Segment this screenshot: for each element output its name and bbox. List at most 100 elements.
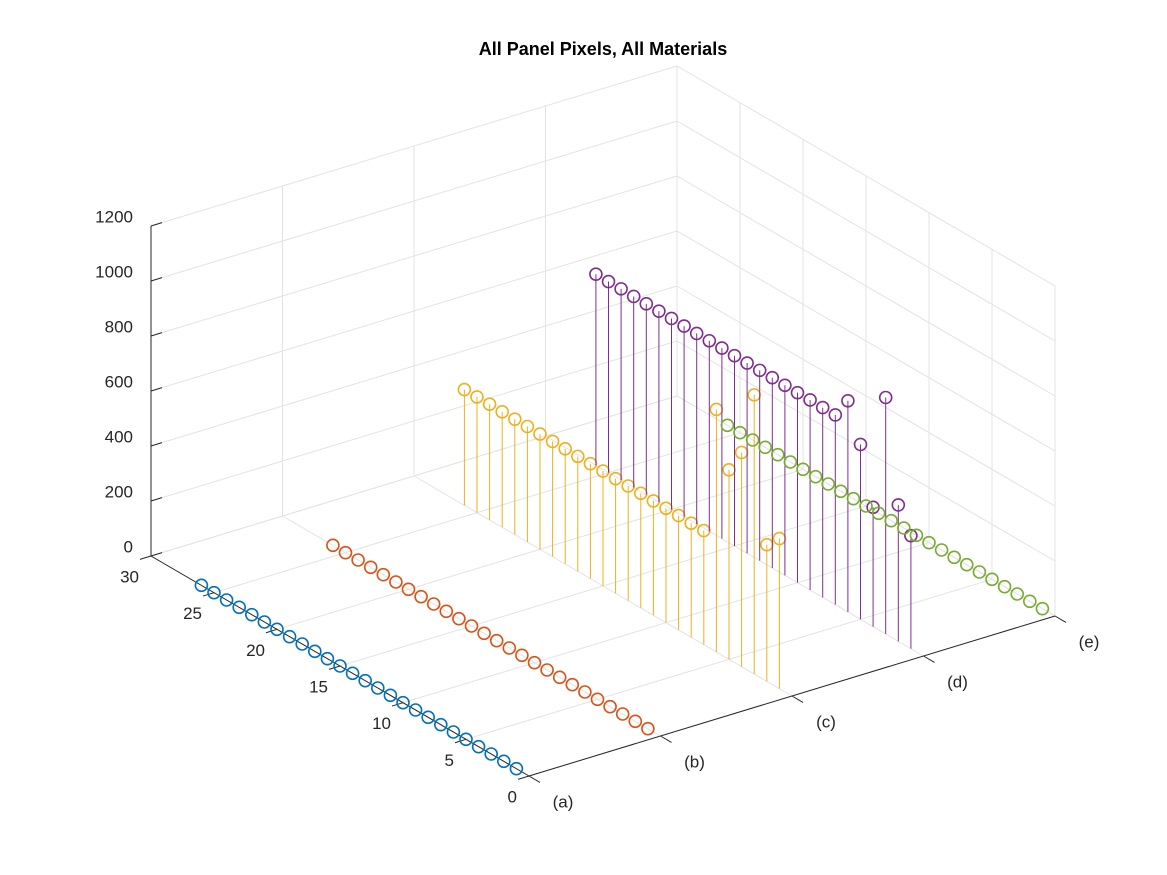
y-tick-label: 30 (120, 567, 139, 586)
stem-marker (664, 311, 679, 326)
z-tick-label: 1000 (95, 262, 133, 281)
stem-marker (565, 677, 580, 692)
stem-marker (527, 655, 542, 670)
stem-marker (333, 659, 347, 673)
stem-marker (603, 699, 617, 714)
stem-marker (320, 651, 335, 666)
stem-marker (702, 333, 717, 348)
stem-marker (570, 449, 585, 464)
stem-marker (846, 491, 861, 506)
z-tick-label: 200 (105, 482, 133, 501)
stem-marker (351, 553, 365, 567)
stem-marker (985, 572, 999, 587)
stem-marker (232, 600, 246, 615)
stem-marker (414, 589, 428, 604)
stem-marker (358, 673, 373, 688)
stem-marker (489, 633, 504, 648)
stem-marker (282, 629, 297, 644)
x-tick (1054, 615, 1067, 623)
stem-marker (614, 282, 628, 296)
grid-line (150, 65, 678, 227)
grid-line (150, 120, 678, 282)
stem-marker (815, 400, 830, 415)
stem-marker (552, 670, 567, 685)
x-tick-label: (e) (1079, 632, 1100, 651)
stem-marker (808, 469, 823, 484)
stem-marker (884, 513, 899, 528)
stem-marker (828, 408, 843, 422)
stem-marker (752, 363, 767, 378)
stem-marker (464, 619, 479, 633)
stem-marker (484, 747, 499, 761)
stem-marker (495, 405, 510, 419)
stem-marker (459, 732, 473, 747)
y-tick (517, 775, 530, 780)
stem-marker (947, 550, 962, 565)
stem-marker (803, 393, 817, 407)
stem-marker (934, 543, 949, 557)
stem-marker (770, 447, 785, 462)
stem-marker (507, 412, 522, 426)
stem-marker (433, 717, 448, 732)
stem-marker (878, 390, 893, 405)
stem-marker (307, 644, 322, 659)
grid-line (150, 340, 678, 502)
grid-line (676, 285, 1056, 507)
z-tick (150, 222, 163, 227)
stem-marker (257, 615, 272, 629)
stem-marker (457, 382, 472, 397)
y-tick-label: 5 (445, 751, 454, 770)
stem-marker (389, 575, 403, 589)
stem-marker (601, 274, 616, 289)
stem-marker (207, 585, 221, 600)
z-tick (150, 387, 163, 392)
stem-marker (515, 648, 529, 663)
stem-marker (909, 528, 924, 543)
stem-marker (482, 397, 497, 412)
z-tick (150, 277, 163, 282)
grid-line (150, 230, 678, 392)
stem-marker (778, 378, 792, 393)
stem-marker (446, 725, 461, 739)
grid-line (676, 230, 1056, 452)
grid-line (676, 65, 1056, 287)
z-tick (150, 497, 163, 502)
stem-marker (790, 385, 805, 400)
z-tick-label: 600 (105, 372, 133, 391)
stem-marker (396, 695, 410, 710)
stem-marker (578, 685, 592, 699)
z-tick-label: 0 (124, 537, 133, 556)
stem-marker (408, 703, 423, 717)
stem-marker (859, 499, 873, 513)
x-tick (791, 695, 804, 703)
stem-marker (972, 565, 987, 579)
stem-marker (841, 393, 855, 408)
z-tick-label: 1200 (95, 207, 133, 226)
stem-marker (470, 390, 484, 404)
stem-marker (639, 297, 654, 311)
grid-line (150, 285, 678, 447)
grid-line (676, 340, 1056, 562)
z-tick-label: 800 (105, 317, 133, 336)
stem-marker (439, 604, 454, 619)
stem-marker (871, 506, 886, 521)
stem-marker (426, 597, 441, 611)
stem-marker (270, 622, 284, 637)
stem-marker (922, 535, 936, 550)
x-tick (923, 655, 935, 663)
stem-marker (338, 545, 353, 560)
y-tick-label: 20 (246, 641, 265, 660)
stem-marker (1010, 587, 1025, 601)
stem-marker (326, 538, 340, 553)
stem-marker (758, 440, 773, 455)
stem-marker (558, 441, 573, 456)
chart-title: All Panel Pixels, All Materials (479, 39, 727, 59)
stem-marker (245, 607, 259, 622)
stem-marker (496, 754, 511, 769)
stem-marker (677, 319, 691, 333)
stem-marker (471, 739, 486, 754)
stem-marker (363, 560, 378, 575)
stem-marker (959, 557, 974, 572)
